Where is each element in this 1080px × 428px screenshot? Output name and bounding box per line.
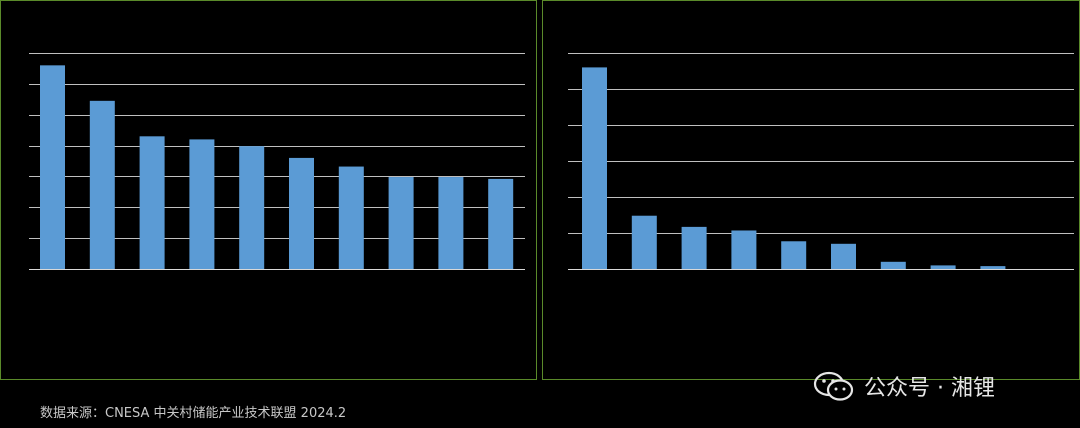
- right-bar: [631, 215, 657, 269]
- right-bar: [781, 241, 807, 269]
- bar-chart-left: [29, 53, 525, 270]
- bar-chart-right: [568, 53, 1074, 270]
- right-bar: [831, 243, 856, 269]
- left-bar: [139, 136, 165, 269]
- right-bar: [880, 261, 906, 269]
- right-bar: [930, 265, 956, 269]
- right-bar: [731, 230, 757, 269]
- left-bar: [488, 178, 514, 269]
- chart-panel-left: [0, 0, 537, 380]
- left-bar: [438, 177, 464, 269]
- left-bar: [89, 100, 115, 269]
- watermark: 公众号 · 湘锂: [812, 368, 995, 404]
- left-bar: [289, 157, 314, 269]
- watermark-text: 公众号 · 湘锂: [864, 376, 995, 401]
- wechat-icon: [812, 369, 856, 403]
- right-bar: [681, 226, 707, 269]
- left-bar: [388, 177, 414, 269]
- left-bar: [338, 166, 364, 269]
- left-bar: [189, 139, 215, 269]
- left-bar: [239, 146, 265, 269]
- right-bar: [980, 266, 1006, 269]
- data-source-note: 数据来源：CNESA 中关村储能产业技术联盟 2024.2: [40, 406, 347, 421]
- right-bar: [582, 67, 607, 270]
- chart-panel-right: [542, 0, 1080, 380]
- left-bar: [40, 65, 65, 269]
